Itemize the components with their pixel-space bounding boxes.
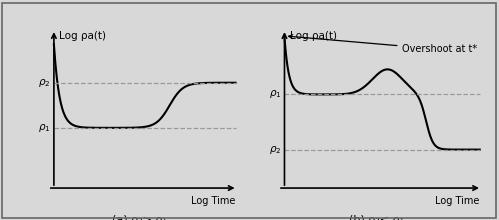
Text: $\rho_1$: $\rho_1$ — [38, 122, 51, 134]
Text: (b) ρ₂< ρ₁: (b) ρ₂< ρ₁ — [349, 215, 404, 220]
Text: (a) ρ₂> ρ₁: (a) ρ₂> ρ₁ — [112, 215, 167, 220]
Text: Log ρa(t): Log ρa(t) — [59, 31, 106, 41]
Text: Log ρa(t): Log ρa(t) — [290, 31, 337, 41]
Text: Log Time: Log Time — [191, 196, 236, 206]
Text: $\rho_2$: $\rho_2$ — [269, 144, 281, 156]
Text: $\rho_2$: $\rho_2$ — [38, 77, 51, 89]
Text: $\rho_1$: $\rho_1$ — [268, 88, 281, 100]
Text: Log Time: Log Time — [435, 196, 480, 206]
Text: Overshoot at t*: Overshoot at t* — [288, 35, 478, 54]
